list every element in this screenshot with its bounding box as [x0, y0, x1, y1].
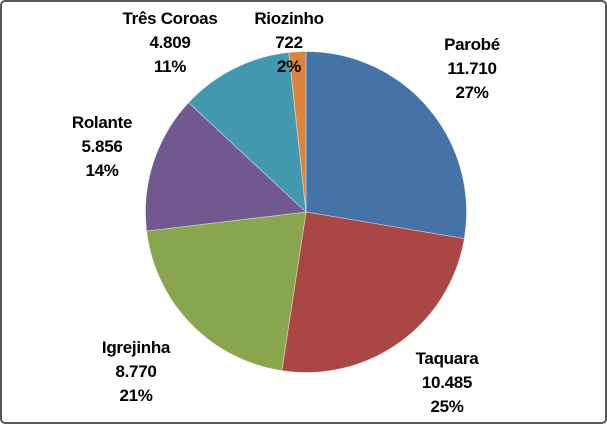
pie-slice-parobe[interactable] — [305, 51, 467, 240]
slice-label-riozinho: Riozinho 722 2% — [254, 7, 324, 79]
slice-name: Taquara — [415, 349, 479, 368]
slice-percent: 11% — [153, 57, 187, 76]
slice-percent: 14% — [85, 161, 119, 180]
slice-value: 722 — [275, 33, 303, 52]
slice-percent: 2% — [277, 57, 301, 76]
slice-value: 4.809 — [149, 33, 191, 52]
slice-name: Três Coroas — [122, 9, 218, 28]
slice-label-taquara: Taquara 10.485 25% — [416, 347, 479, 419]
slice-value: 5.856 — [81, 137, 123, 156]
slice-label-rolante: Rolante 5.856 14% — [71, 111, 133, 183]
slice-label-parobe: Parobé 11.710 27% — [444, 33, 500, 105]
slice-label-tres-coroas: Três Coroas 4.809 11% — [123, 7, 218, 79]
slice-percent: 27% — [455, 83, 489, 102]
pie-slice-taquara[interactable] — [281, 211, 465, 373]
slice-name: Igrejinha — [101, 338, 171, 357]
pie-slice-tres-coroas[interactable] — [188, 51, 307, 214]
slice-percent: 25% — [430, 397, 464, 416]
pie-slice-riozinho[interactable] — [288, 51, 307, 213]
slice-name: Riozinho — [254, 9, 324, 28]
slice-label-igrejinha: Igrejinha 8.770 21% — [102, 336, 170, 408]
slice-value: 8.770 — [115, 362, 157, 381]
slice-value: 10.485 — [421, 373, 473, 392]
slice-name: Parobé — [444, 35, 500, 54]
slice-percent: 21% — [119, 386, 153, 405]
slice-value: 11.710 — [447, 59, 497, 78]
pie-slice-rolante[interactable] — [145, 102, 307, 232]
slice-name: Rolante — [71, 113, 133, 132]
pie-slice-igrejinha[interactable] — [146, 211, 307, 372]
